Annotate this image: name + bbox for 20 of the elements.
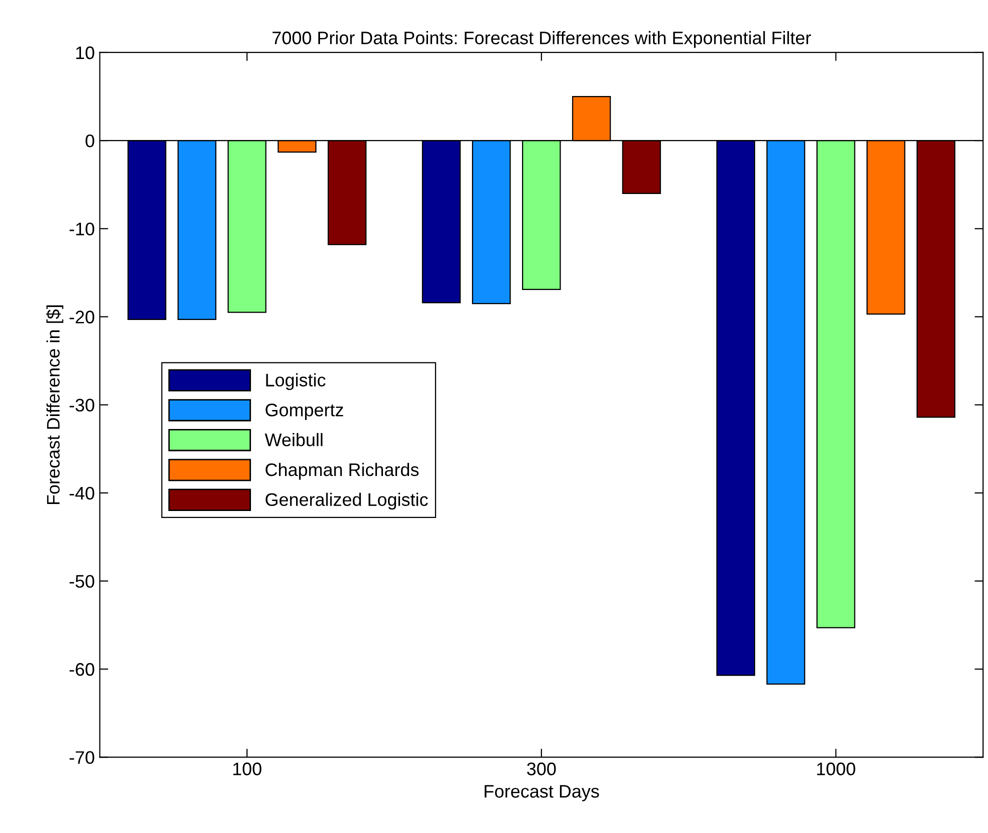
legend-label: Logistic: [266, 373, 326, 390]
y-tick-label: -20: [70, 310, 94, 324]
y-tick-label: -30: [70, 398, 94, 412]
y-tick-label: -50: [70, 574, 94, 588]
x-tick-label: 100: [233, 762, 262, 776]
x-axis-title: Forecast Days: [484, 785, 599, 802]
y-tick-label: -10: [70, 222, 94, 236]
y-axis-title: Forecast Difference in [$]: [46, 305, 64, 504]
y-tick-label: -70: [70, 751, 94, 764]
y-tick-label: -40: [70, 486, 94, 500]
x-tick-label: 1000: [817, 762, 856, 776]
y-tick-label: 0: [86, 134, 94, 148]
legend-label: Chapman Richards: [266, 462, 419, 480]
legend-label: Generalized Logistic: [266, 492, 428, 510]
legend-label: Gompertz: [266, 404, 344, 420]
y-tick-label: 10: [76, 46, 94, 60]
x-tick-label: 300: [527, 762, 556, 776]
legend-label: Weibull: [264, 432, 322, 446]
y-tick-label: -60: [70, 663, 94, 676]
chart-title: 7000 Prior Data Points: Forecast Differences with Exponential Filter: [272, 31, 811, 48]
